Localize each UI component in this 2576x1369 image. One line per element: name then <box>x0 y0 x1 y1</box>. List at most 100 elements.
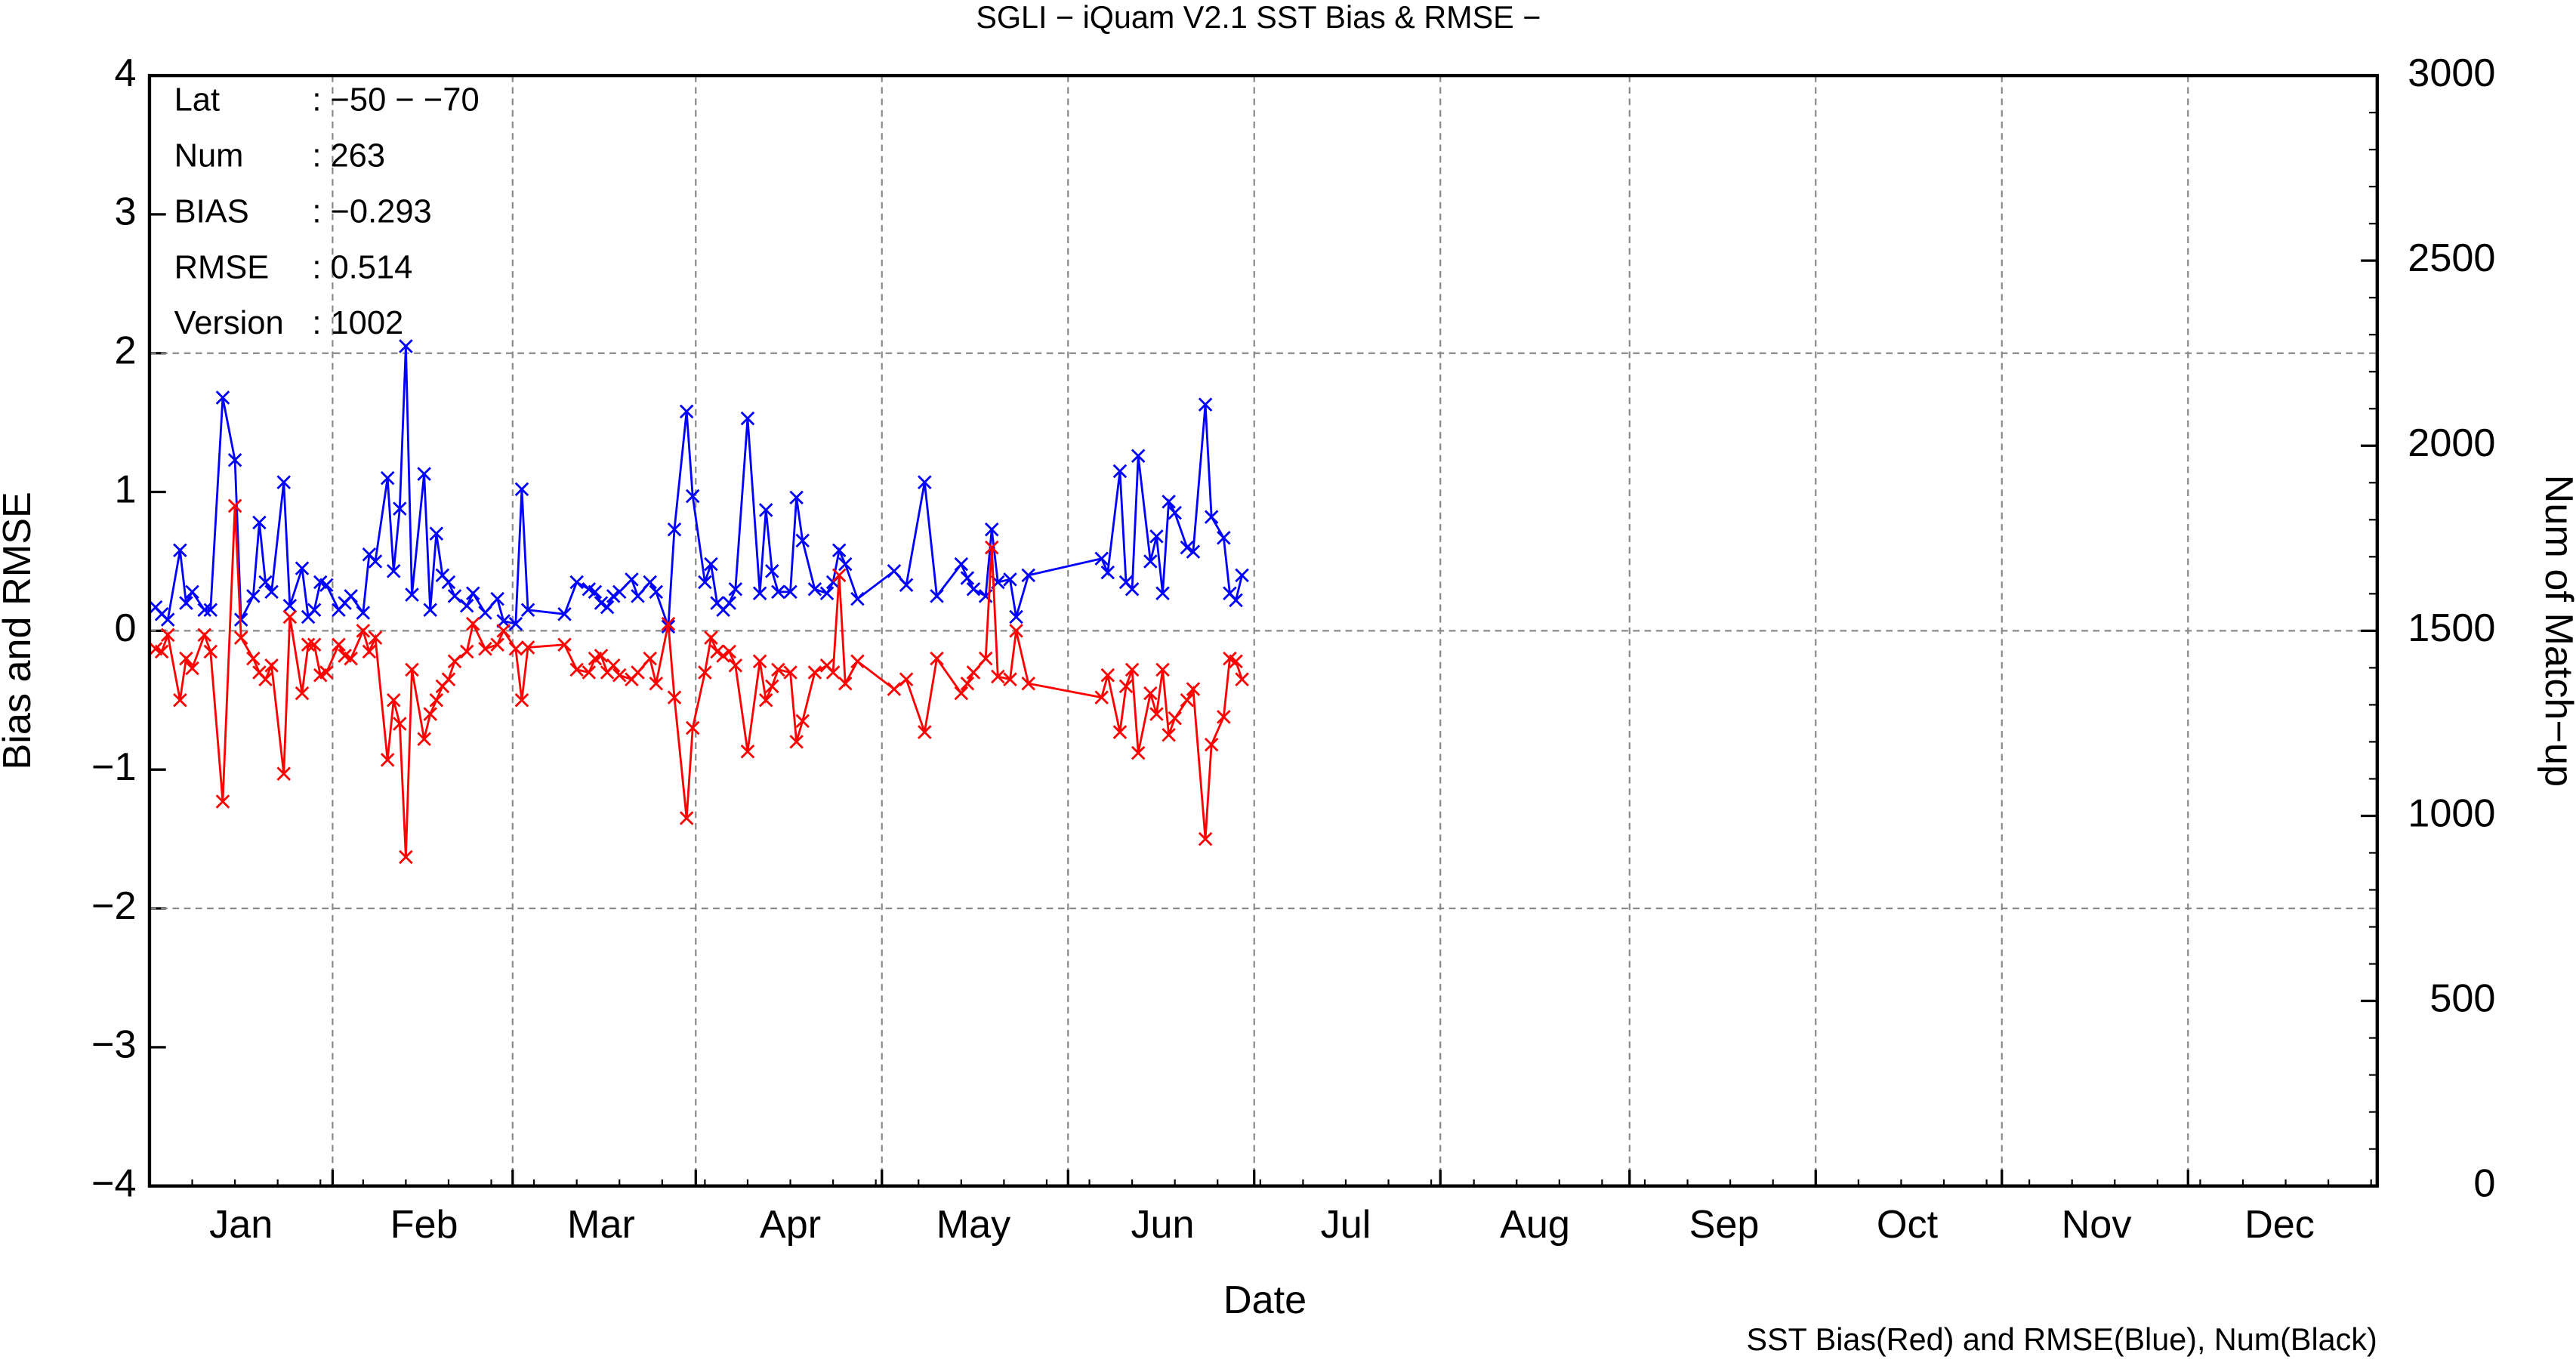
data-point <box>679 404 694 419</box>
data-point <box>984 540 999 555</box>
data-point <box>252 515 267 530</box>
data-point <box>960 571 975 585</box>
data-point <box>1131 745 1146 760</box>
x-tick-label: Aug <box>1500 1203 1570 1247</box>
data-point <box>722 644 736 659</box>
data-point <box>807 581 822 597</box>
data-point <box>1094 551 1109 566</box>
info-key: BIAS <box>174 193 249 230</box>
x-tick-label: Jan <box>209 1203 273 1247</box>
y-tick-label: −1 <box>91 745 137 789</box>
y2-tick-label: 1500 <box>2408 606 2495 650</box>
data-point <box>264 584 279 600</box>
data-point <box>197 603 211 618</box>
data-point <box>600 600 615 615</box>
data-point <box>1094 690 1109 705</box>
data-point <box>459 599 474 613</box>
data-point <box>1186 682 1201 696</box>
data-point <box>393 501 407 516</box>
data-point <box>649 584 664 600</box>
data-point <box>1204 737 1219 752</box>
data-point <box>1143 554 1158 569</box>
y-tick-label: 2 <box>115 329 137 373</box>
y-tick-label: −3 <box>91 1023 137 1067</box>
data-point <box>966 665 981 680</box>
data-point <box>1009 609 1023 624</box>
data-point <box>520 640 535 655</box>
data-point <box>1235 672 1249 686</box>
info-key: Version <box>174 305 284 341</box>
data-point <box>740 411 755 426</box>
data-point <box>423 707 437 721</box>
data-point <box>966 581 981 597</box>
data-point <box>1100 565 1115 580</box>
y2-tick-label: 0 <box>2473 1161 2495 1205</box>
data-point <box>789 735 804 749</box>
data-point <box>850 654 865 669</box>
data-point <box>227 453 242 467</box>
data-point <box>295 561 310 575</box>
data-point <box>1198 397 1213 412</box>
info-key: Num <box>174 137 244 174</box>
data-point <box>154 644 169 659</box>
x-tick-label: Nov <box>2062 1203 2132 1247</box>
data-point <box>643 651 657 666</box>
data-point <box>625 572 639 587</box>
data-point <box>783 584 797 600</box>
data-point <box>838 676 853 691</box>
x-tick-label: May <box>936 1203 1011 1247</box>
data-point <box>887 682 902 696</box>
data-point <box>978 651 993 666</box>
data-point <box>1198 831 1213 846</box>
data-point <box>160 627 175 643</box>
data-point <box>478 641 492 656</box>
data-point <box>1229 593 1243 608</box>
data-point <box>447 654 462 669</box>
data-point <box>362 644 377 659</box>
data-point <box>301 637 316 652</box>
data-point <box>1100 668 1115 683</box>
x-axis-label: Date <box>1223 1278 1307 1322</box>
data-point <box>704 557 718 572</box>
x-tick-label: Jul <box>1321 1203 1371 1247</box>
data-point <box>179 651 193 666</box>
data-point <box>758 693 773 708</box>
data-point <box>918 725 932 739</box>
data-point <box>643 575 657 590</box>
data-point <box>740 745 755 759</box>
data-point <box>399 849 413 865</box>
data-point <box>612 584 627 600</box>
data-point <box>429 526 444 541</box>
data-point <box>295 686 310 701</box>
data-point <box>405 662 419 677</box>
data-point <box>514 693 529 708</box>
data-point <box>728 581 743 597</box>
data-point <box>441 672 456 686</box>
data-point <box>1155 662 1170 677</box>
data-point <box>332 637 346 652</box>
x-tick-label: Mar <box>567 1203 635 1247</box>
x-tick-label: Feb <box>390 1203 458 1247</box>
data-point <box>710 644 724 659</box>
data-point <box>1009 624 1023 638</box>
data-point <box>722 596 736 610</box>
y2-tick-label: 3000 <box>2408 51 2495 95</box>
footer-note: SST Bias(Red) and RMSE(Blue), Num(Black) <box>1747 1322 2377 1357</box>
y2-axis-label: Num of Match−up <box>2537 475 2576 787</box>
data-point <box>606 589 621 603</box>
data-point <box>1149 529 1164 544</box>
data-point <box>667 522 682 537</box>
y-tick-label: 1 <box>115 467 137 511</box>
data-point <box>771 662 785 677</box>
y2-tick-label: 1000 <box>2408 791 2495 835</box>
data-point <box>399 339 413 353</box>
data-point <box>276 766 292 781</box>
data-point <box>429 693 444 708</box>
data-point <box>594 596 609 610</box>
y-tick-label: 0 <box>115 606 137 650</box>
data-point <box>1180 540 1195 555</box>
data-point <box>569 575 584 590</box>
data-point <box>887 564 902 578</box>
data-point <box>173 693 187 708</box>
data-point <box>508 641 523 656</box>
